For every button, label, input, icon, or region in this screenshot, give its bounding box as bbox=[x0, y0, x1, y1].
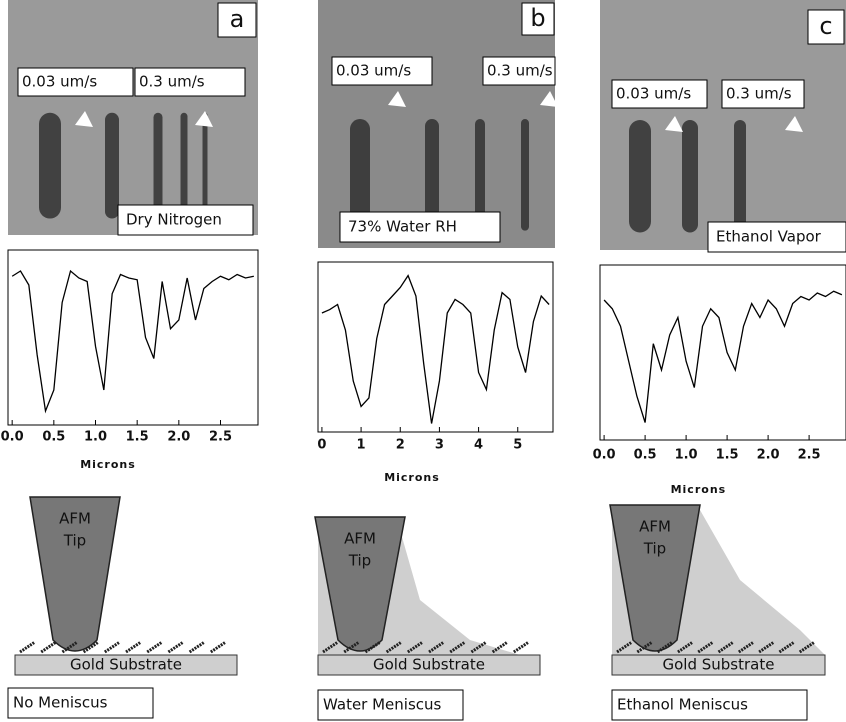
condition-label: Dry Nitrogen bbox=[126, 211, 222, 229]
substrate-label: Gold Substrate bbox=[70, 656, 182, 674]
condition-label: Ethanol Vapor bbox=[716, 228, 822, 246]
x-tick-label: 2.5 bbox=[798, 448, 821, 463]
x-tick-label: 5 bbox=[513, 438, 522, 453]
speed-label: 0.3 um/s bbox=[139, 73, 205, 91]
x-tick-label: 1 bbox=[357, 438, 366, 453]
molecule-chain bbox=[514, 642, 529, 652]
plot-frame bbox=[600, 265, 846, 440]
x-tick-label: 1.5 bbox=[126, 430, 149, 445]
x-tick-label: 2.0 bbox=[757, 448, 780, 463]
molecule-chain bbox=[168, 642, 183, 652]
x-tick-label: 2 bbox=[396, 438, 405, 453]
tip-label: Tip bbox=[63, 532, 86, 550]
tip-label: Tip bbox=[348, 552, 371, 570]
line-feature bbox=[629, 120, 651, 233]
molecule-chain bbox=[20, 642, 35, 652]
panel-label: c bbox=[819, 12, 832, 40]
panel-label: b bbox=[530, 4, 545, 32]
line-feature bbox=[203, 113, 208, 219]
x-tick-label: 1.0 bbox=[675, 448, 698, 463]
substrate-label: Gold Substrate bbox=[373, 656, 485, 674]
x-tick-label: 1.0 bbox=[84, 430, 107, 445]
x-tick-label: 3 bbox=[435, 438, 444, 453]
speed-label: 0.03 um/s bbox=[22, 73, 97, 91]
x-tick-label: 0.5 bbox=[42, 430, 65, 445]
x-tick-label: 2.5 bbox=[209, 430, 232, 445]
speed-label: 0.03 um/s bbox=[616, 85, 691, 103]
line-feature bbox=[521, 119, 529, 231]
tip-label: AFM bbox=[59, 510, 91, 528]
line-feature bbox=[105, 113, 119, 219]
x-axis-title: Microns bbox=[80, 458, 136, 471]
molecule-chain bbox=[190, 642, 205, 652]
tip-label: AFM bbox=[639, 518, 671, 536]
x-tick-label: 1.5 bbox=[716, 448, 739, 463]
molecule-chain bbox=[105, 642, 120, 652]
molecule-chain bbox=[126, 642, 141, 652]
x-axis-title: Microns bbox=[384, 471, 440, 484]
tip-label: AFM bbox=[344, 530, 376, 548]
line-feature bbox=[682, 120, 698, 233]
meniscus-label: Water Meniscus bbox=[323, 696, 442, 714]
speed-label: 0.3 um/s bbox=[487, 62, 553, 80]
x-axis-title: Microns bbox=[671, 483, 727, 496]
x-tick-label: 0.0 bbox=[1, 430, 24, 445]
tip-label: Tip bbox=[643, 540, 666, 558]
meniscus-label: Ethanol Meniscus bbox=[617, 696, 748, 714]
condition-label: 73% Water RH bbox=[348, 218, 457, 236]
figure: a 0.03 um/s 0.3 um/s Dry Nitrogen 0.0 0.5 1.0 1… bbox=[0, 0, 846, 722]
line-feature bbox=[39, 113, 61, 219]
molecule-chain bbox=[41, 642, 56, 652]
molecule-chain bbox=[147, 642, 162, 652]
x-tick-label: 4 bbox=[474, 438, 483, 453]
x-tick-label: 0.5 bbox=[634, 448, 657, 463]
speed-label: 0.03 um/s bbox=[336, 62, 411, 80]
line-feature bbox=[181, 113, 188, 219]
panel-label: a bbox=[230, 5, 245, 33]
speed-label: 0.3 um/s bbox=[726, 85, 792, 103]
x-tick-label: 2.0 bbox=[167, 430, 190, 445]
molecule-chain bbox=[211, 642, 226, 652]
substrate-label: Gold Substrate bbox=[663, 656, 775, 674]
x-tick-label: 0.0 bbox=[593, 448, 616, 463]
meniscus-label: No Meniscus bbox=[13, 694, 108, 712]
line-feature bbox=[734, 120, 746, 233]
x-tick-label: 0 bbox=[317, 438, 326, 453]
line-feature bbox=[154, 113, 163, 219]
